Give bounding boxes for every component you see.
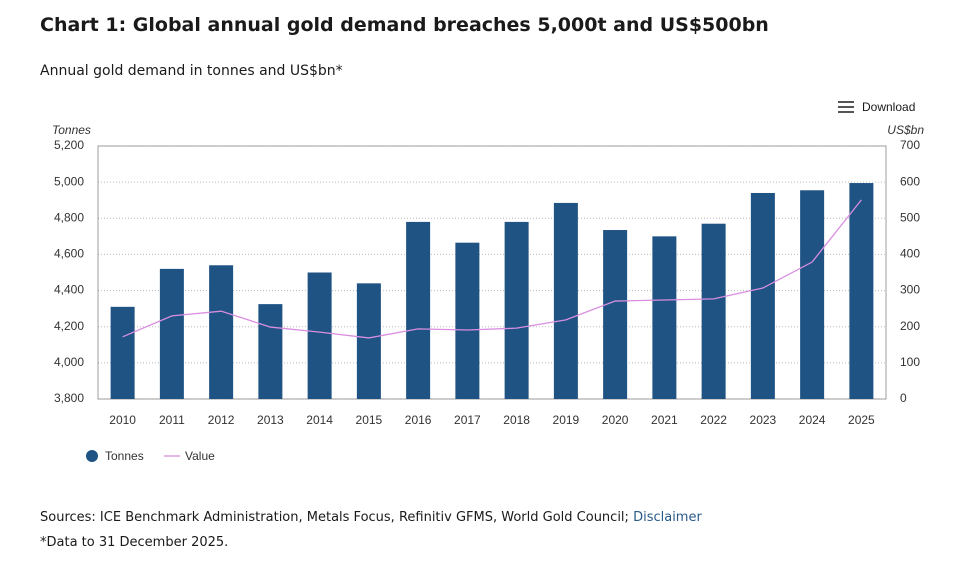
- y-tick-label: 4,600: [54, 247, 84, 261]
- x-tick-label: 2015: [356, 413, 383, 427]
- y2-tick-label: 100: [900, 355, 920, 369]
- bar: [800, 190, 825, 399]
- bar: [849, 183, 874, 399]
- y2-tick-label: 0: [900, 391, 907, 405]
- x-tick-label: 2014: [306, 413, 333, 427]
- x-tick-label: 2023: [750, 413, 777, 427]
- x-tick-label: 2020: [602, 413, 629, 427]
- bar: [209, 265, 234, 399]
- bar: [652, 236, 677, 399]
- y-tick-label: 4,400: [54, 283, 84, 297]
- y-tick-label: 4,000: [54, 355, 84, 369]
- bar: [406, 221, 431, 399]
- legend-label[interactable]: Value: [185, 449, 215, 463]
- bar: [701, 223, 726, 399]
- x-tick-label: 2019: [553, 413, 580, 427]
- x-tick-label: 2013: [257, 413, 284, 427]
- y-tick-label: 4,200: [54, 319, 84, 333]
- y-tick-label: 3,800: [54, 391, 84, 405]
- y2-tick-label: 200: [900, 319, 920, 333]
- download-button[interactable]: Download: [838, 100, 915, 114]
- line: [122, 199, 862, 339]
- x-tick-label: 2017: [454, 413, 481, 427]
- y-axis-label: Tonnes: [52, 123, 91, 137]
- legend-symbol[interactable]: [86, 450, 98, 462]
- bar: [159, 268, 184, 399]
- x-tick-label: 2018: [503, 413, 530, 427]
- x-tick-label: 2024: [799, 413, 826, 427]
- title: Chart 1: Global annual gold demand breac…: [40, 14, 769, 36]
- x-tick-label: 2010: [109, 413, 136, 427]
- y2-tick-label: 700: [900, 138, 920, 152]
- x-tick-label: 2011: [159, 413, 185, 427]
- y2-axis-label: US$bn: [887, 123, 924, 137]
- x-tick-label: 2012: [208, 413, 235, 427]
- bar: [110, 306, 135, 399]
- x-tick-label: 2022: [700, 413, 727, 427]
- y2-tick-label: 300: [900, 283, 920, 297]
- y-tick-label: 4,800: [54, 210, 84, 224]
- sources: Sources: ICE Benchmark Administration, M…: [40, 510, 702, 525]
- bar: [603, 230, 628, 399]
- bar: [356, 283, 381, 399]
- bar: [258, 304, 283, 399]
- x-tick-label: 2021: [651, 413, 678, 427]
- x-tick-label: 2025: [848, 413, 875, 427]
- y2-tick-label: 400: [900, 247, 920, 261]
- y-tick-label: 5,000: [54, 174, 84, 188]
- bar: [553, 202, 578, 399]
- bar: [455, 242, 480, 399]
- x-tick-label: 2016: [405, 413, 432, 427]
- plot-frame: [97, 145, 887, 400]
- sources-text: Sources: ICE Benchmark Administration, M…: [40, 510, 629, 525]
- bar: [504, 221, 529, 399]
- bar: [307, 272, 332, 399]
- disclaimer-link[interactable]: Disclaimer: [633, 510, 702, 525]
- download-label[interactable]: Download: [862, 100, 916, 114]
- y2-tick-label: 500: [900, 210, 920, 224]
- subtitle: Annual gold demand in tonnes and US$bn*: [40, 63, 343, 79]
- bar: [750, 192, 775, 399]
- legend-label[interactable]: Tonnes: [105, 449, 144, 463]
- y2-tick-label: 600: [900, 174, 920, 188]
- note: *Data to 31 December 2025.: [40, 535, 229, 550]
- y-tick-label: 5,200: [54, 138, 84, 152]
